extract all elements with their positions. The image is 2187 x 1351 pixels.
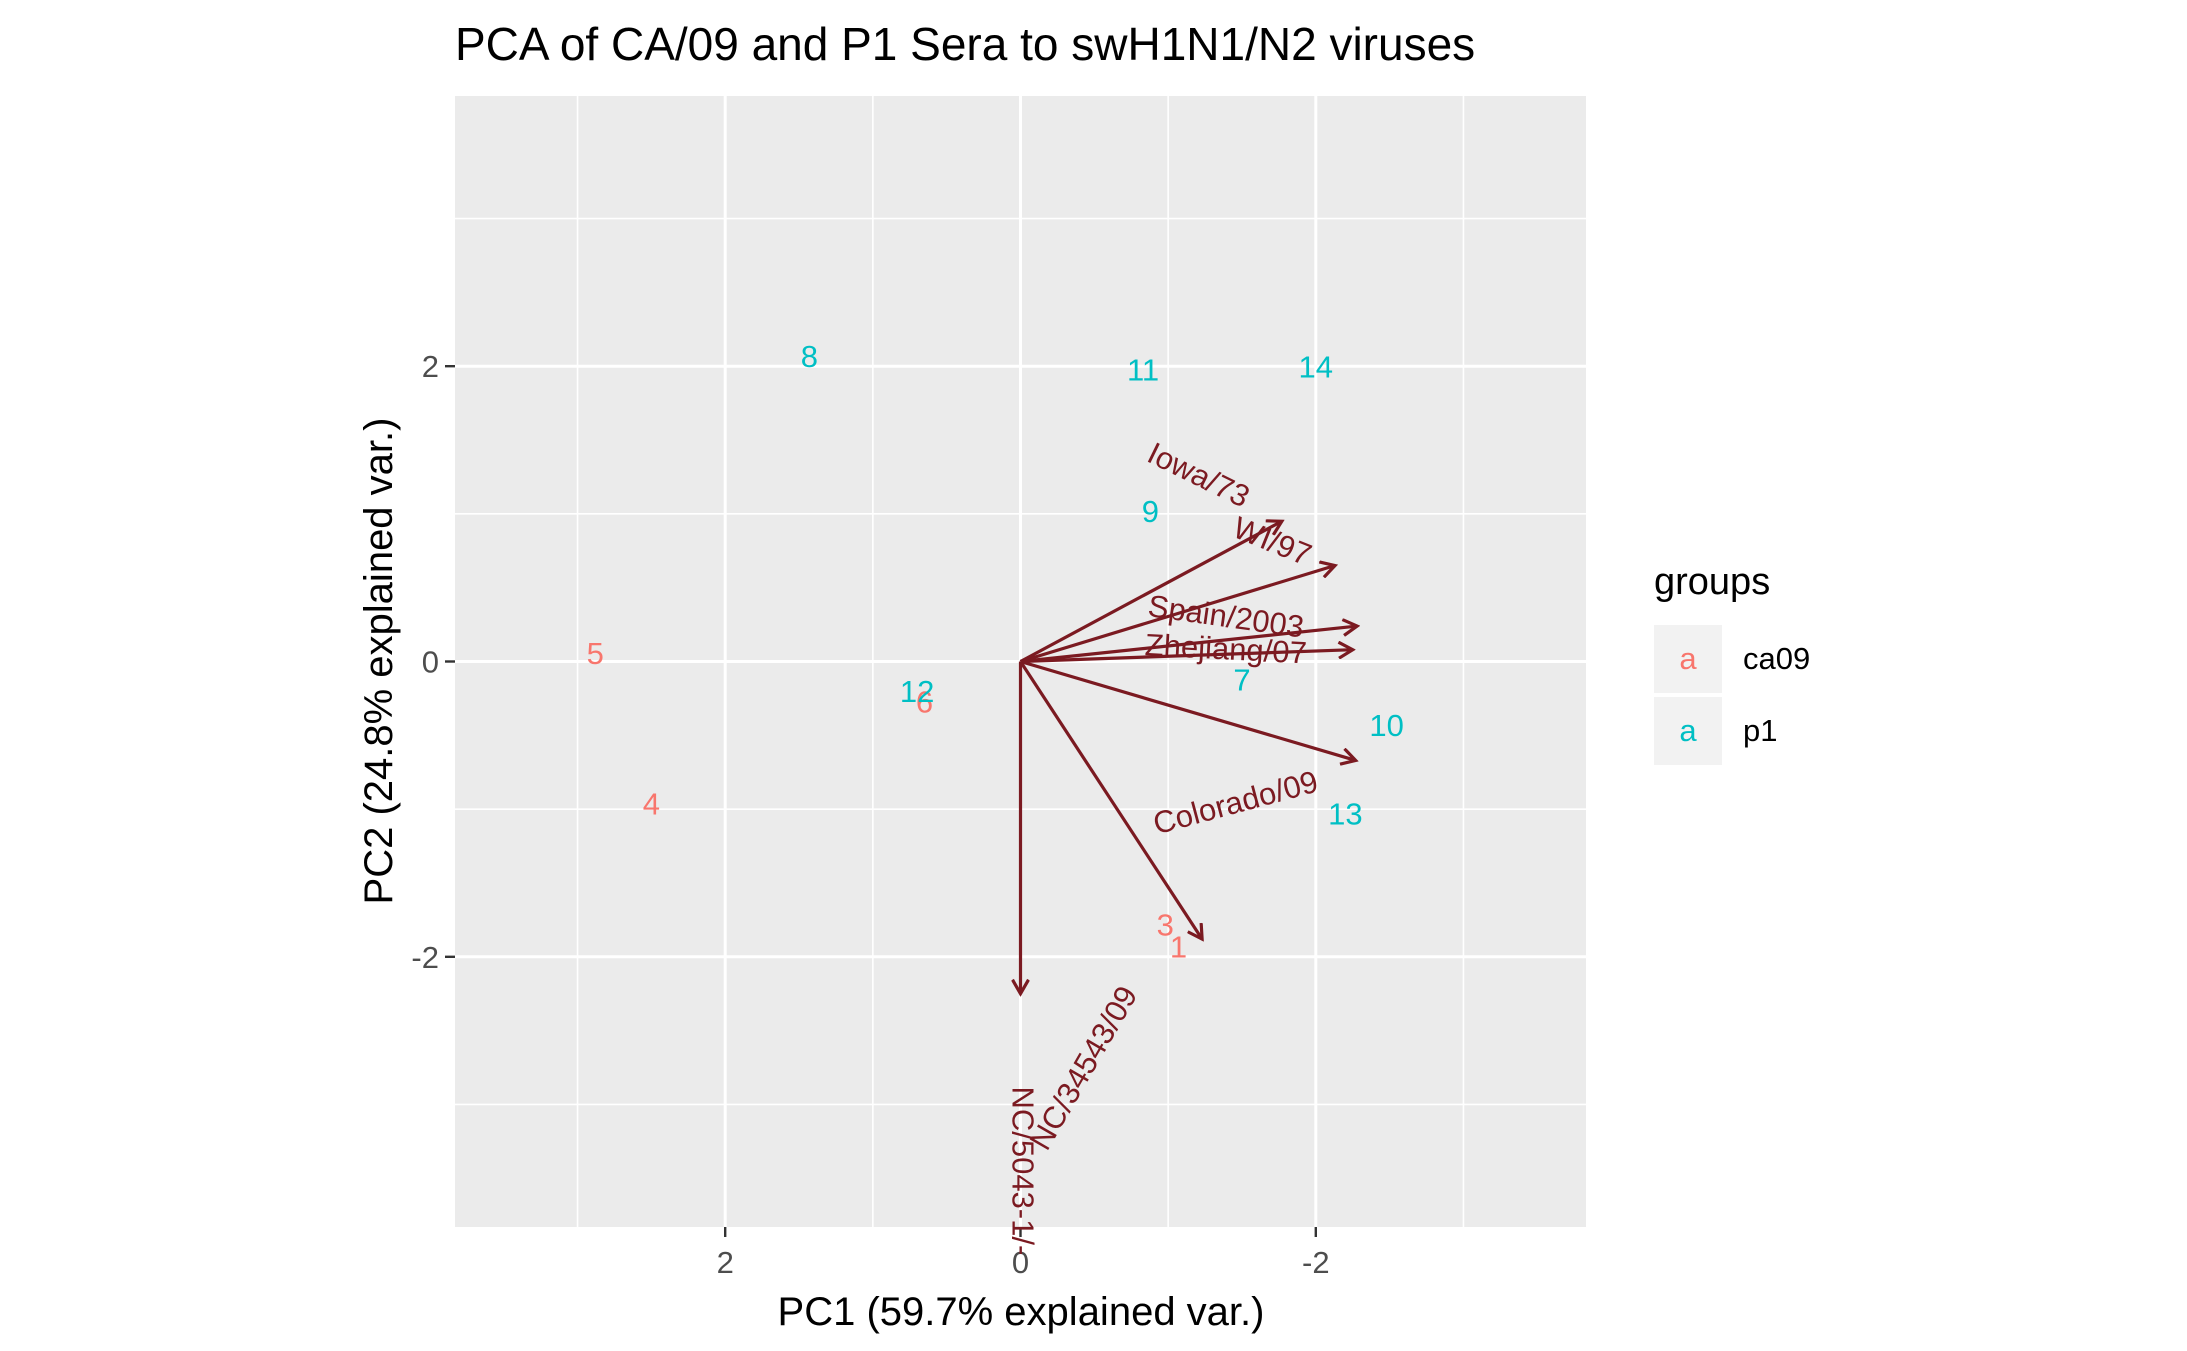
x-axis-ticks: 2 0 -2 bbox=[717, 1227, 1330, 1280]
point-label: 5 bbox=[587, 636, 604, 671]
point-label: 4 bbox=[643, 786, 660, 821]
legend-label: ca09 bbox=[1743, 641, 1810, 676]
point-label: 10 bbox=[1369, 708, 1403, 743]
sample-points: 13 4 5 6 7 8 9 10 11 12 13 14 bbox=[587, 339, 1404, 965]
point-label: 12 bbox=[900, 674, 934, 709]
x-tick-label: 0 bbox=[1012, 1245, 1029, 1280]
point-label: 1 bbox=[1170, 930, 1187, 965]
y-tick-label: -2 bbox=[411, 940, 439, 975]
legend-key bbox=[1654, 697, 1722, 765]
loading-arrow bbox=[1020, 659, 1356, 761]
legend-key-glyph: a bbox=[1679, 641, 1697, 676]
point-label: 8 bbox=[801, 339, 818, 374]
loading-arrow bbox=[1019, 660, 1203, 940]
loading-arrow bbox=[1020, 626, 1358, 664]
loading-arrow bbox=[1020, 650, 1353, 664]
legend-label: p1 bbox=[1743, 713, 1777, 748]
point-label: 9 bbox=[1142, 494, 1159, 529]
loading-label: Zhejiang/07 bbox=[1144, 627, 1308, 670]
y-axis-label: PC2 (24.8% explained var.) bbox=[357, 418, 401, 905]
legend: groups a ca09 a p1 bbox=[1654, 561, 1810, 765]
y-tick-label: 2 bbox=[422, 349, 439, 384]
legend-title: groups bbox=[1654, 561, 1770, 603]
point-label: 7 bbox=[1233, 662, 1250, 697]
y-axis-ticks: -2 0 2 bbox=[411, 349, 455, 975]
x-axis-label: PC1 (59.7% explained var.) bbox=[778, 1290, 1265, 1334]
chart-title: PCA of CA/09 and P1 Sera to swH1N1/N2 vi… bbox=[455, 18, 1475, 70]
point-label: 3 bbox=[1157, 907, 1174, 942]
y-tick-label: 0 bbox=[422, 645, 439, 680]
point-label: 14 bbox=[1299, 349, 1333, 384]
legend-key-glyph: a bbox=[1679, 713, 1697, 748]
x-tick-label: 2 bbox=[717, 1245, 734, 1280]
loading-arrow bbox=[1020, 566, 1335, 664]
legend-key bbox=[1654, 625, 1722, 693]
loading-arrow bbox=[1019, 521, 1282, 663]
loading-label: NC/5043-1/- bbox=[1005, 1086, 1040, 1255]
x-tick-label: -2 bbox=[1302, 1245, 1330, 1280]
point-label: 13 bbox=[1328, 797, 1362, 832]
point-label: 11 bbox=[1127, 352, 1159, 387]
point-label: 6 bbox=[916, 685, 933, 720]
